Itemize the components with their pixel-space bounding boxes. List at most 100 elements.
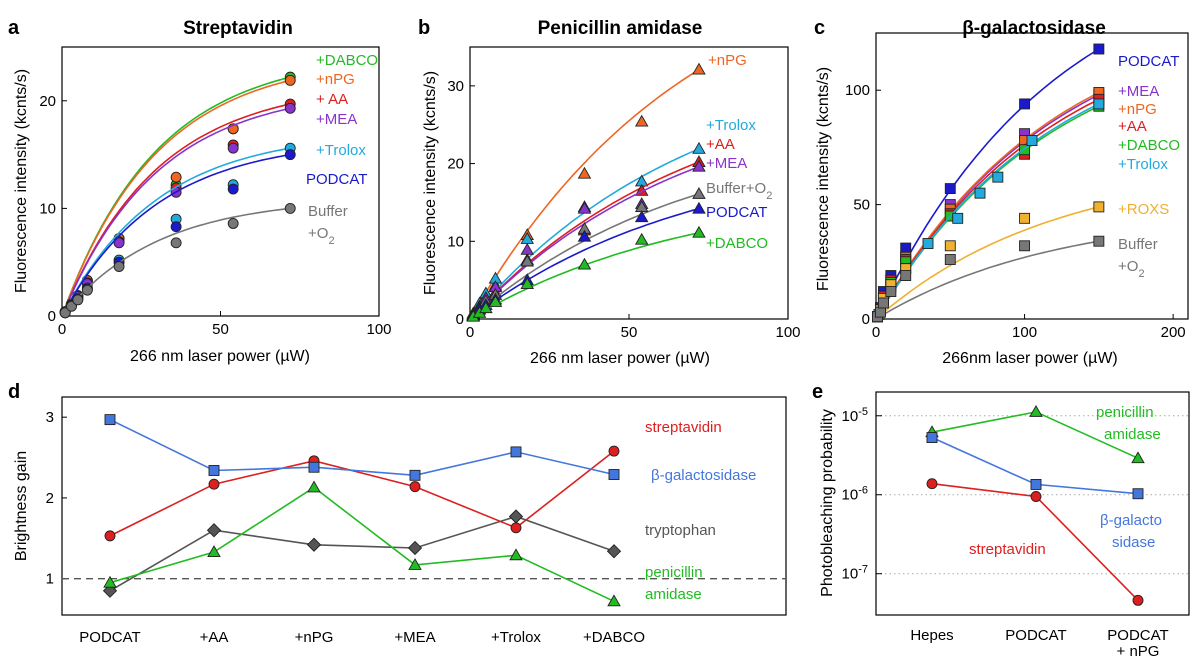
- y-tick-label: 30: [447, 78, 464, 95]
- data-point: [692, 159, 706, 172]
- fit-curve: [61, 107, 291, 317]
- series-label: +Trolox: [1118, 156, 1168, 173]
- y-tick-label: 10: [39, 200, 56, 217]
- x-tick-label: +DABCO: [583, 629, 645, 646]
- x-tick-label: Hepes: [910, 627, 953, 644]
- series-label: +Trolox: [316, 142, 366, 159]
- x-tick-label: 0: [58, 321, 66, 338]
- data-point: [1093, 235, 1105, 247]
- series-3: [59, 102, 296, 318]
- fit-curve: [875, 94, 1100, 320]
- y-tick-label: 10-5: [842, 406, 868, 425]
- data-point: [113, 237, 125, 249]
- panel-label: e: [812, 381, 823, 403]
- fit-curve: [61, 103, 291, 317]
- fit-curve: [875, 98, 1100, 320]
- series-label-subscript: 2: [1138, 268, 1144, 280]
- data-point: [944, 254, 956, 265]
- x-tick-label: +nPG: [295, 629, 334, 646]
- data-point: [104, 530, 116, 542]
- fit-curve: [469, 165, 700, 320]
- series-label: PODCAT: [1118, 53, 1179, 70]
- series-1: [872, 89, 1105, 323]
- data-point: [577, 229, 592, 242]
- data-point: [577, 201, 592, 214]
- y-tick-label: 10-6: [842, 485, 868, 504]
- data-point: [103, 575, 117, 588]
- series-line: [109, 450, 615, 537]
- data-point: [510, 522, 522, 534]
- y-tick-exponent: -5: [858, 406, 868, 418]
- data-point: [1132, 594, 1144, 606]
- data-point: [1019, 212, 1031, 224]
- x-tick-label: 50: [621, 324, 638, 341]
- series-label-line2: amidase: [1104, 426, 1161, 443]
- panel-b: b Penicillin amidase 0 50 100 0 10 20 30 266 nm l…: [418, 17, 801, 367]
- series-label: + AA: [316, 91, 348, 108]
- data-point: [608, 445, 620, 457]
- data-point: [407, 540, 423, 556]
- data-point: [227, 218, 239, 229]
- data-point: [488, 294, 503, 307]
- data-point: [1019, 144, 1031, 156]
- x-tick-label: 50: [212, 321, 229, 338]
- data-point: [922, 238, 934, 249]
- series-line: [109, 515, 615, 592]
- y-tick-label: 10: [447, 233, 464, 250]
- series-1: [926, 432, 1144, 500]
- data-point: [409, 481, 421, 493]
- fit-curve: [875, 103, 1100, 320]
- y-tick-label: 3: [46, 409, 54, 426]
- data-point: [520, 254, 535, 267]
- series-label: +MEA: [316, 111, 357, 128]
- series-0: [466, 62, 706, 321]
- y-tick-label: 0: [456, 311, 464, 328]
- series-label: +MEA: [1118, 83, 1159, 100]
- y-tick-label: 100: [845, 82, 870, 99]
- x-tick-label: 0: [872, 324, 880, 341]
- data-point: [1093, 201, 1105, 213]
- data-point: [577, 257, 592, 270]
- data-point: [409, 469, 421, 481]
- series-label: PODCAT: [706, 204, 767, 221]
- data-point: [520, 242, 535, 255]
- data-point: [875, 306, 886, 318]
- chart-title: Penicillin amidase: [538, 18, 703, 39]
- data-point: [508, 509, 524, 524]
- series-label-subscript: 2: [766, 190, 772, 202]
- series-label: +DABCO: [706, 235, 768, 252]
- y-tick-label: 0: [48, 308, 56, 325]
- data-point: [66, 300, 77, 312]
- data-point: [81, 284, 93, 296]
- panel-label: b: [418, 17, 430, 39]
- data-point: [479, 301, 493, 314]
- panel-c: c β-galactosidase 0 100 200 0 50 100 266nm laser…: [814, 17, 1189, 367]
- data-point: [1029, 404, 1043, 417]
- x-tick-label: 100: [775, 324, 800, 341]
- data-point: [1131, 451, 1145, 464]
- data-point: [306, 537, 322, 552]
- y-tick-label: 10-7: [842, 564, 868, 583]
- series-label: +DABCO: [1118, 137, 1180, 154]
- panel-label: d: [8, 381, 20, 403]
- fit-curve: [469, 68, 700, 320]
- data-point: [1030, 478, 1042, 490]
- x-tick-label: PODCAT: [79, 629, 140, 646]
- data-point: [634, 210, 649, 223]
- data-point: [208, 478, 220, 490]
- data-point: [284, 74, 296, 86]
- data-point: [577, 166, 592, 179]
- fit-curve: [875, 48, 1100, 320]
- x-tick-label: +AA: [200, 629, 229, 646]
- series-label: Buffer: [1118, 236, 1158, 253]
- data-point: [1030, 491, 1042, 502]
- series-line: [109, 418, 615, 477]
- x-tick-label: PODCAT: [1005, 627, 1066, 644]
- series-label: streptavidin: [969, 541, 1046, 558]
- series-line: [109, 486, 615, 603]
- y-axis-label: Fluorescence intensity (kcnts/s): [422, 71, 439, 295]
- fit-curve: [875, 240, 1100, 320]
- series-5: [873, 98, 1105, 320]
- series-label: +nPG: [1118, 101, 1157, 118]
